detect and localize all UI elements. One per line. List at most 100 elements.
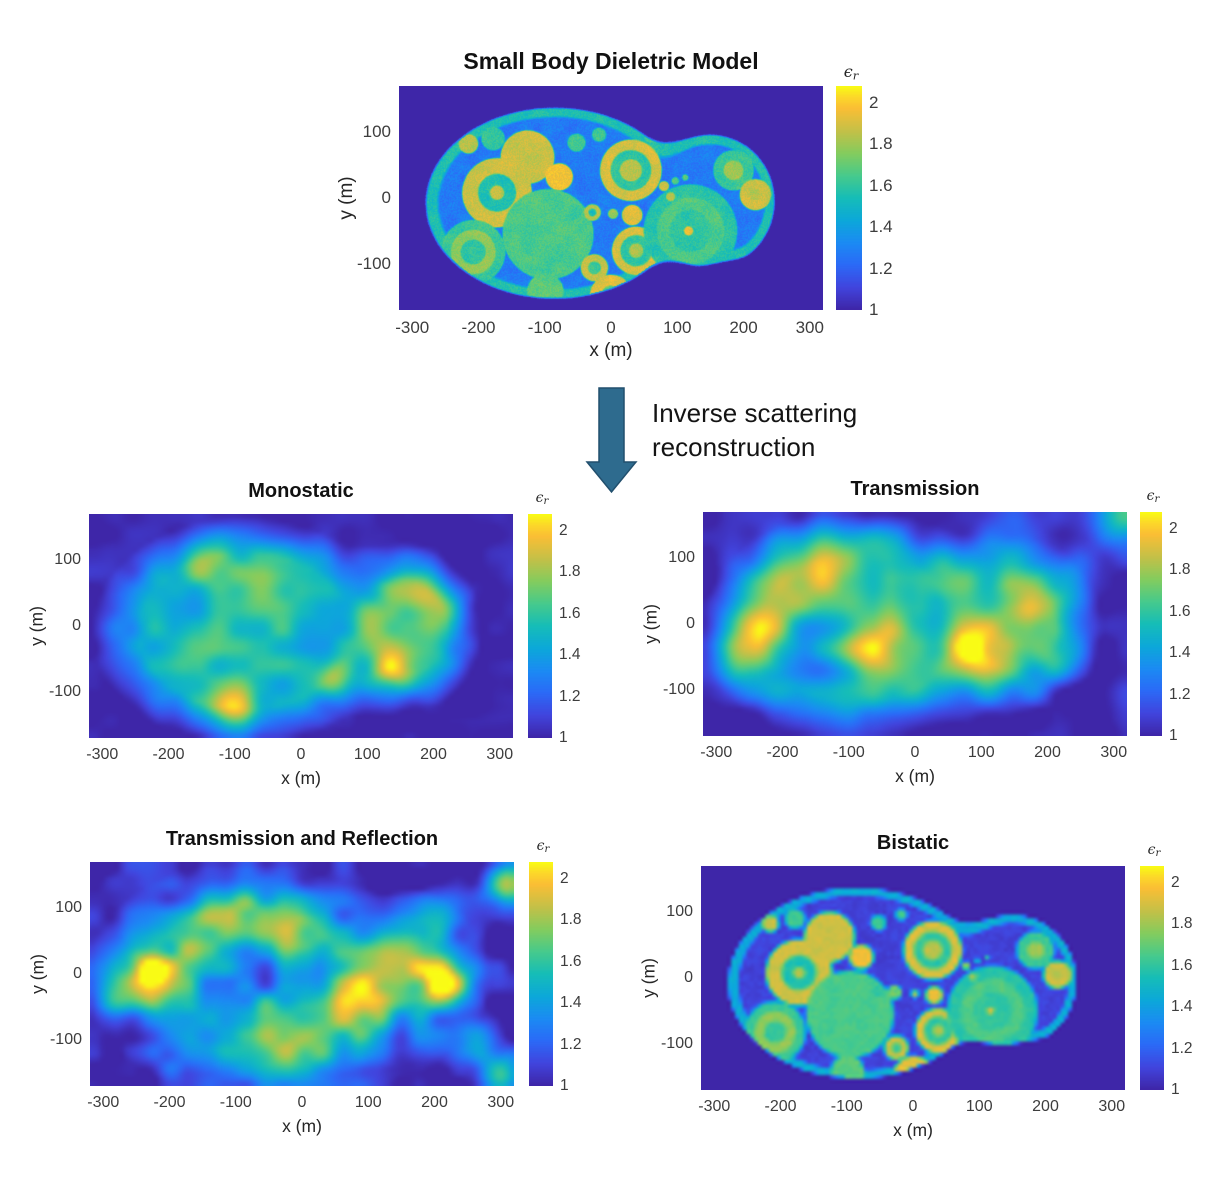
bistatic-title: Bistatic: [876, 832, 950, 854]
y-tick-label: 0: [72, 617, 81, 634]
y-tick-label: 0: [686, 615, 695, 632]
colorbar-tick-label: 1.6: [1169, 602, 1191, 620]
monostatic-colorbar: [528, 514, 552, 738]
down-arrow-icon: [585, 387, 638, 494]
colorbar-tick-label: 1.2: [1169, 685, 1191, 703]
bistatic-xlabel: x (m): [893, 1120, 933, 1140]
y-tick-label: 0: [684, 969, 693, 986]
model-colorbar-label: ϵr: [843, 62, 859, 83]
transmission-reflection-colorbar-label: ϵr: [536, 838, 550, 855]
model-colorbar: [836, 86, 862, 310]
x-tick-label: -200: [766, 744, 799, 761]
arrow-caption-line1: Inverse scattering: [652, 398, 858, 428]
transmission-title: Transmission: [850, 478, 980, 500]
x-tick-label: 0: [606, 318, 616, 337]
colorbar-tick-label: 1.4: [560, 994, 582, 1012]
monostatic-heatmap-canvas: [89, 514, 513, 738]
bistatic-figure: Bistatic x (m) y (m) ϵr -300 -200 -100 0 100…: [639, 832, 1230, 1172]
x-tick-label: 300: [795, 318, 824, 337]
colorbar-tick-label: 1.4: [559, 646, 581, 664]
x-tick-label: -300: [700, 744, 733, 761]
bistatic-colorbar-label: ϵr: [1147, 842, 1161, 859]
monostatic-title: Monostatic: [248, 480, 354, 502]
colorbar-tick-label: 1.6: [560, 952, 582, 970]
colorbar-tick-label: 1: [560, 1077, 569, 1094]
x-tick-label: 100: [663, 318, 692, 337]
x-tick-label: 200: [1032, 1098, 1059, 1115]
x-tick-label: 200: [421, 1094, 448, 1111]
x-tick-label: -200: [153, 1094, 186, 1111]
x-tick-label: -100: [219, 1094, 252, 1111]
colorbar-tick-label: 1: [1171, 1081, 1180, 1098]
x-tick-label: 200: [420, 746, 447, 763]
monostatic-colorbar-label: ϵr: [535, 490, 549, 507]
colorbar-tick-label: 2: [560, 869, 569, 887]
transmission-colorbar: [1140, 512, 1162, 736]
colorbar-tick-label: 2: [869, 92, 879, 112]
colorbar-tick-label: 1.4: [869, 217, 893, 237]
x-tick-label: 0: [297, 1094, 307, 1111]
x-tick-label: -200: [152, 746, 185, 763]
bistatic-heatmap-canvas: [701, 866, 1125, 1090]
colorbar-tick-label: 1.2: [869, 258, 893, 278]
transmission-reflection-title: Transmission and Reflection: [165, 828, 439, 850]
colorbar-tick-label: 1.8: [1169, 561, 1191, 579]
transmission-colorbar-label: ϵr: [1146, 488, 1160, 505]
transmission-heatmap-canvas: [703, 512, 1127, 736]
arrow-caption: Inverse scattering reconstruction: [652, 396, 857, 464]
y-tick-label: 100: [666, 903, 693, 921]
x-tick-label: 0: [296, 746, 306, 763]
colorbar-tick-label: 1.6: [1171, 956, 1193, 974]
monostatic-xlabel: x (m): [281, 768, 321, 788]
x-tick-label: -300: [698, 1098, 731, 1115]
x-tick-label: -100: [218, 746, 251, 763]
x-tick-label: -200: [461, 318, 496, 337]
colorbar-tick-label: 1.4: [1169, 644, 1191, 662]
x-tick-label: -100: [832, 744, 865, 761]
x-tick-label: 200: [1034, 744, 1061, 761]
x-tick-label: 100: [965, 1098, 993, 1115]
x-tick-label: 300: [1100, 744, 1128, 761]
y-tick-label: -100: [48, 682, 81, 700]
colorbar-tick-label: 1.8: [1171, 915, 1193, 933]
colorbar-tick-label: 2: [1171, 873, 1180, 891]
colorbar-tick-label: 1: [559, 729, 568, 746]
transmission-xlabel: x (m): [895, 766, 935, 786]
x-tick-label: -100: [527, 318, 562, 337]
transmission-reflection-xlabel: x (m): [282, 1116, 322, 1136]
arrow-caption-line2: reconstruction: [652, 432, 816, 462]
transmission-figure: Transmission x (m) y (m) ϵr -300 -200 -100…: [641, 478, 1230, 818]
colorbar-tick-label: 1.2: [559, 687, 581, 705]
x-tick-label: 100: [353, 746, 381, 763]
y-tick-label: -100: [662, 680, 695, 698]
y-tick-label: 100: [668, 549, 695, 567]
x-tick-label: 100: [354, 1094, 382, 1111]
colorbar-tick-label: 2: [559, 521, 568, 539]
colorbar-tick-label: 1.8: [560, 911, 582, 929]
transmission-reflection-figure: Transmission and Reflection x (m) y (m) …: [28, 828, 620, 1168]
model-figure: Small Body Dieletric Model x (m) y (m) ϵ…: [330, 30, 915, 375]
x-tick-label: 300: [487, 1094, 515, 1111]
colorbar-tick-label: 1.2: [560, 1035, 582, 1053]
colorbar-tick-label: 1.6: [869, 175, 893, 195]
monostatic-figure: Monostatic x (m) y (m) ϵr -300 -200 -100 0 1…: [27, 480, 620, 820]
x-tick-label: 300: [486, 746, 514, 763]
x-tick-label: 300: [1098, 1098, 1126, 1115]
x-tick-label: -300: [395, 318, 430, 337]
x-tick-label: -300: [87, 1094, 120, 1111]
y-tick-label: 100: [55, 899, 82, 917]
x-tick-label: -100: [830, 1098, 863, 1115]
colorbar-tick-label: 1.6: [559, 604, 581, 622]
y-tick-label: -100: [356, 253, 391, 273]
model-xlabel: x (m): [589, 340, 633, 361]
colorbar-tick-label: 1.2: [1171, 1039, 1193, 1057]
y-tick-label: 100: [54, 551, 81, 569]
y-tick-label: 0: [381, 188, 391, 207]
x-tick-label: -200: [764, 1098, 797, 1115]
x-tick-label: 200: [729, 318, 758, 337]
x-tick-label: 100: [967, 744, 995, 761]
y-tick-label: -100: [660, 1034, 693, 1052]
y-tick-label: 100: [362, 122, 391, 142]
colorbar-tick-label: 2: [1169, 519, 1178, 537]
